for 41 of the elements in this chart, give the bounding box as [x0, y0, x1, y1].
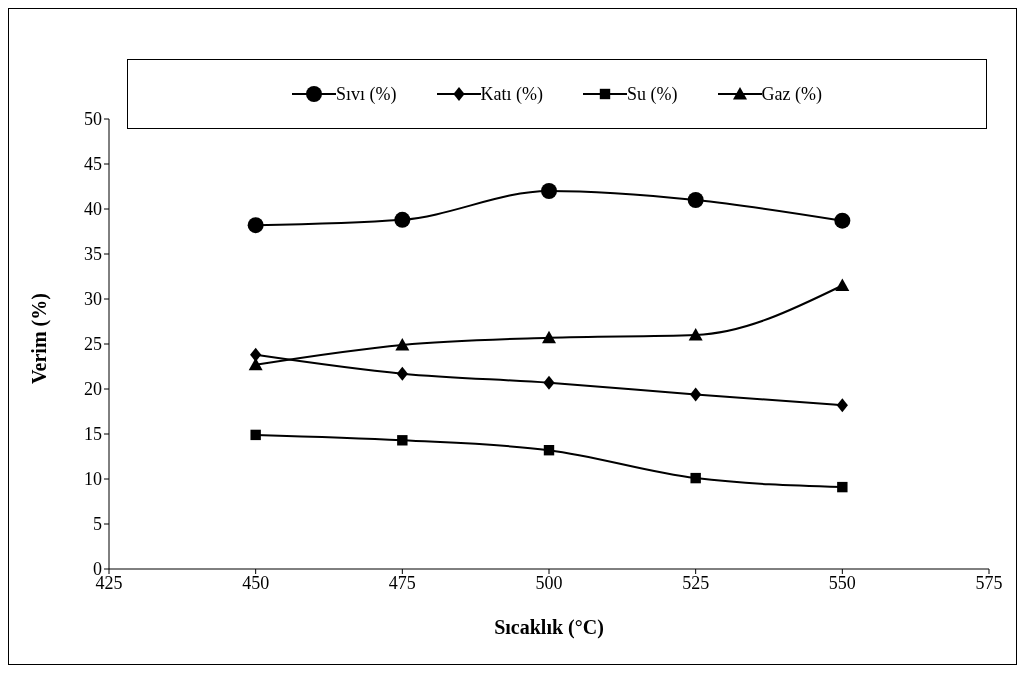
- point: [690, 387, 702, 402]
- point: [542, 330, 556, 344]
- x-tick-label: 500: [535, 572, 563, 593]
- legend-label: Katı (%): [480, 83, 543, 105]
- x-tick-label: 575: [975, 572, 1003, 593]
- point: [834, 212, 851, 229]
- point: [250, 429, 261, 441]
- point: [396, 366, 408, 381]
- y-tick-label: 10: [84, 469, 102, 490]
- x-tick-label: 525: [682, 572, 710, 593]
- point: [397, 435, 408, 446]
- point: [394, 211, 411, 228]
- point: [250, 347, 262, 362]
- point: [543, 375, 555, 390]
- y-tick-label: 45: [84, 154, 102, 175]
- point: [835, 278, 850, 292]
- legend-label: Sıvı (%): [336, 83, 397, 105]
- y-tick-label: 20: [84, 379, 102, 400]
- y-tick-label: 35: [84, 244, 102, 265]
- legend-label: Gaz (%): [761, 83, 822, 105]
- y-tick-label: 50: [84, 109, 102, 130]
- point: [836, 398, 848, 413]
- x-tick-label: 475: [388, 572, 416, 593]
- x-axis-title: Sıcaklık (°C): [494, 616, 604, 639]
- point: [837, 481, 848, 493]
- point: [247, 217, 264, 234]
- x-tick-label: 550: [828, 572, 856, 593]
- y-tick-label: 5: [93, 514, 102, 535]
- y-tick-label: 40: [84, 199, 102, 220]
- x-tick-label: 450: [242, 572, 270, 593]
- y-tick-label: 25: [84, 334, 102, 355]
- y-axis-title: Verim (%): [28, 293, 52, 384]
- point: [543, 445, 555, 456]
- legend-label: Su (%): [627, 83, 678, 105]
- point: [395, 337, 410, 351]
- y-tick-label: 30: [84, 289, 102, 310]
- point: [690, 472, 701, 484]
- y-tick-label: 15: [84, 424, 102, 445]
- point: [687, 192, 704, 208]
- point: [688, 328, 703, 341]
- point: [541, 183, 557, 199]
